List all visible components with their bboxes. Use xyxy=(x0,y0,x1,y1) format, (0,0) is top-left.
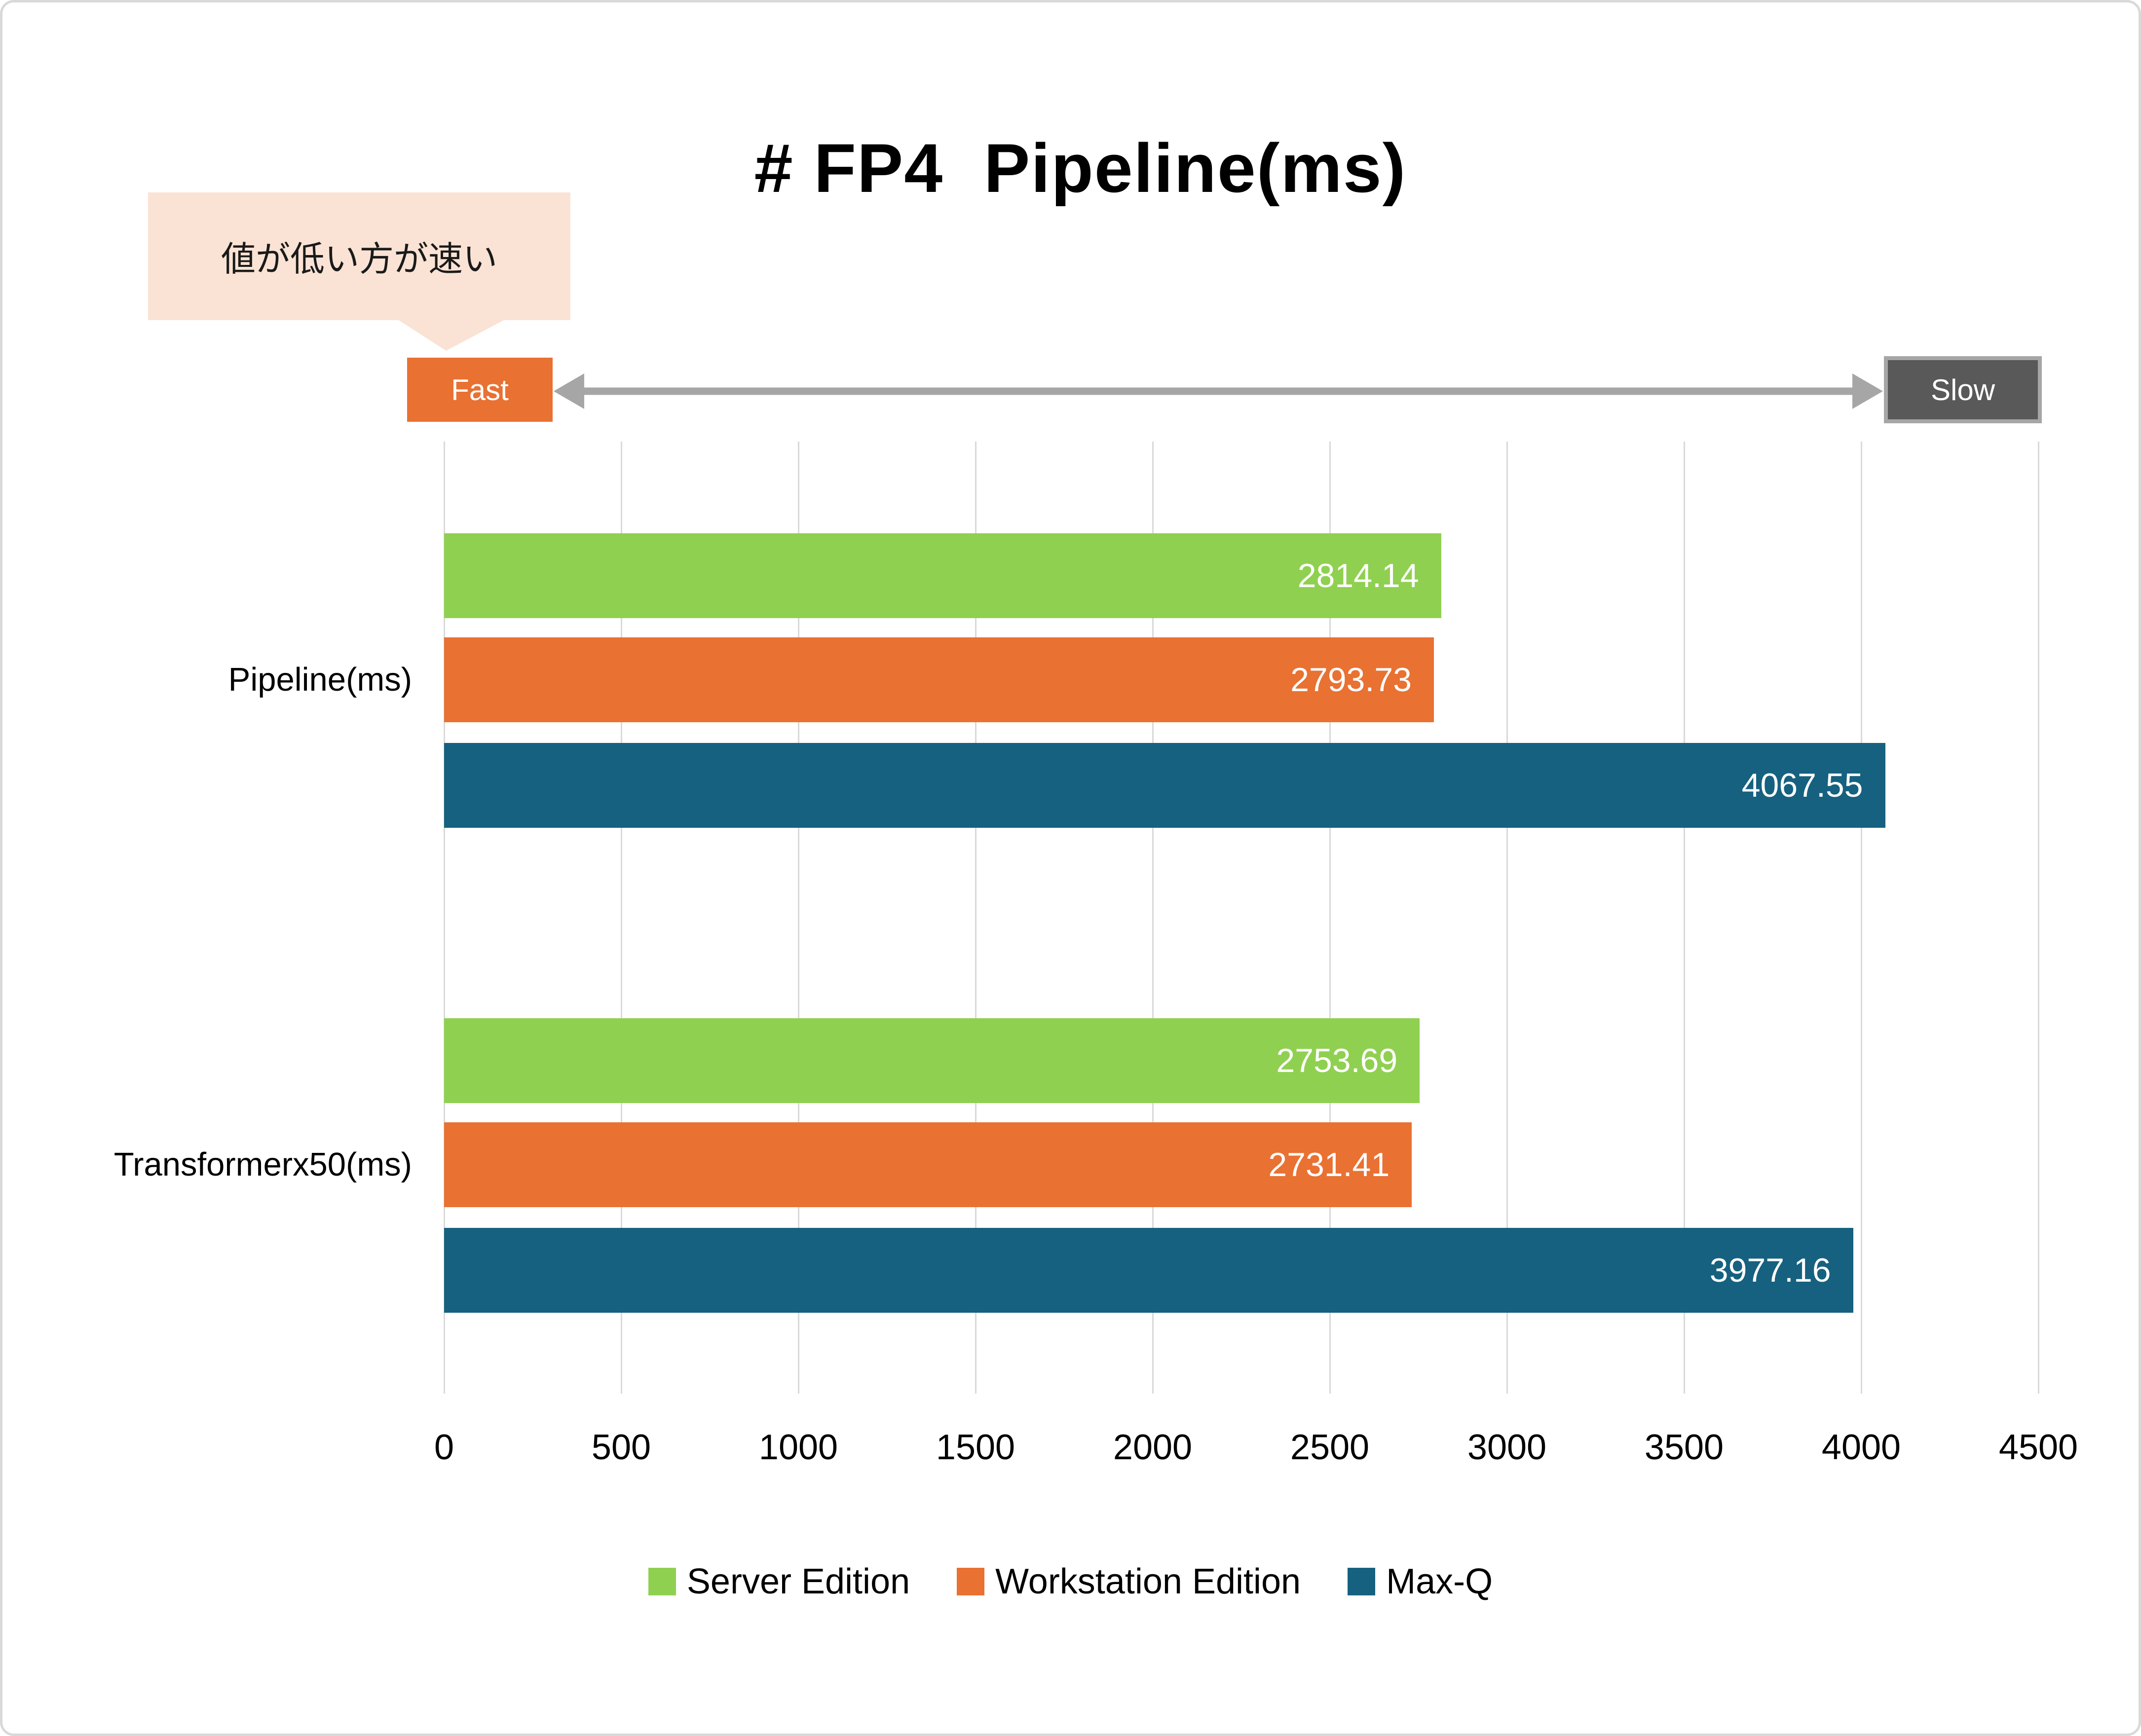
category-label-pipeline-ms: Pipeline(ms) xyxy=(228,661,412,698)
bar-value-label: 2814.14 xyxy=(1297,557,1419,594)
bar-max-q-transformerx50-ms: 3977.16 xyxy=(444,1228,1853,1313)
gridline-x-2000 xyxy=(1152,442,1154,1394)
legend-swatch-max-q xyxy=(1348,1568,1376,1595)
legend-label: Workstation Edition xyxy=(995,1562,1301,1601)
x-tick-label-3000: 3000 xyxy=(1467,1428,1547,1467)
legend-item-workstation-edition: Workstation Edition xyxy=(957,1561,1301,1602)
gridline-x-3000 xyxy=(1506,442,1508,1394)
bar-value-label: 3977.16 xyxy=(1709,1252,1831,1289)
bar-server-edition-transformerx50-ms: 2753.69 xyxy=(444,1018,1420,1103)
bar-server-edition-pipeline-ms: 2814.14 xyxy=(444,533,1441,618)
fast-slow-arrow xyxy=(554,373,1883,409)
gridline-x-500 xyxy=(620,442,622,1394)
x-tick-label-1000: 1000 xyxy=(758,1428,838,1467)
bar-value-label: 2731.41 xyxy=(1268,1146,1390,1183)
legend-label: Server Edition xyxy=(686,1562,910,1601)
bar-max-q-pipeline-ms: 4067.55 xyxy=(444,743,1885,828)
legend-label: Max-Q xyxy=(1386,1562,1493,1601)
gridline-x-4000 xyxy=(1860,442,1862,1394)
gridline-x-2500 xyxy=(1329,442,1331,1394)
fast-label: Fast xyxy=(451,373,509,406)
legend-item-max-q: Max-Q xyxy=(1348,1561,1493,1602)
slow-label: Slow xyxy=(1930,373,1995,406)
callout: 値が低い方が速い xyxy=(148,192,570,320)
bar-value-label: 2793.73 xyxy=(1290,661,1412,699)
gridline-x-0 xyxy=(443,442,445,1394)
x-tick-label-2500: 2500 xyxy=(1290,1428,1370,1467)
gridline-x-1000 xyxy=(797,442,799,1394)
legend-swatch-workstation-edition xyxy=(957,1568,985,1595)
callout-tail xyxy=(397,319,506,351)
bar-workstation-edition-pipeline-ms: 2793.73 xyxy=(444,637,1434,722)
x-tick-label-4500: 4500 xyxy=(1998,1428,2078,1467)
fast-badge: Fast xyxy=(407,358,553,422)
x-tick-label-500: 500 xyxy=(591,1428,651,1467)
legend-swatch-server-edition xyxy=(648,1568,676,1595)
x-tick-label-1500: 1500 xyxy=(936,1428,1015,1467)
x-tick-label-4000: 4000 xyxy=(1821,1428,1901,1467)
gridline-x-3500 xyxy=(1683,442,1685,1394)
slow-badge: Slow xyxy=(1884,356,2042,423)
gridline-x-1500 xyxy=(975,442,977,1394)
bar-value-label: 4067.55 xyxy=(1741,767,1863,804)
x-tick-label-2000: 2000 xyxy=(1113,1428,1193,1467)
chart-title: # FP4 Pipeline(ms) xyxy=(754,129,1407,207)
bar-workstation-edition-transformerx50-ms: 2731.41 xyxy=(444,1122,1412,1207)
x-tick-label-0: 0 xyxy=(434,1428,454,1467)
bar-value-label: 2753.69 xyxy=(1276,1042,1398,1079)
gridline-x-4500 xyxy=(2037,442,2039,1394)
legend-item-server-edition: Server Edition xyxy=(648,1561,910,1602)
category-label-transformerx50-ms: Transformerx50(ms) xyxy=(113,1146,412,1183)
x-tick-label-3500: 3500 xyxy=(1644,1428,1724,1467)
callout-text: 値が低い方が速い xyxy=(221,240,497,278)
legend: Server Edition Workstation Edition Max-Q xyxy=(2,1561,2139,1602)
